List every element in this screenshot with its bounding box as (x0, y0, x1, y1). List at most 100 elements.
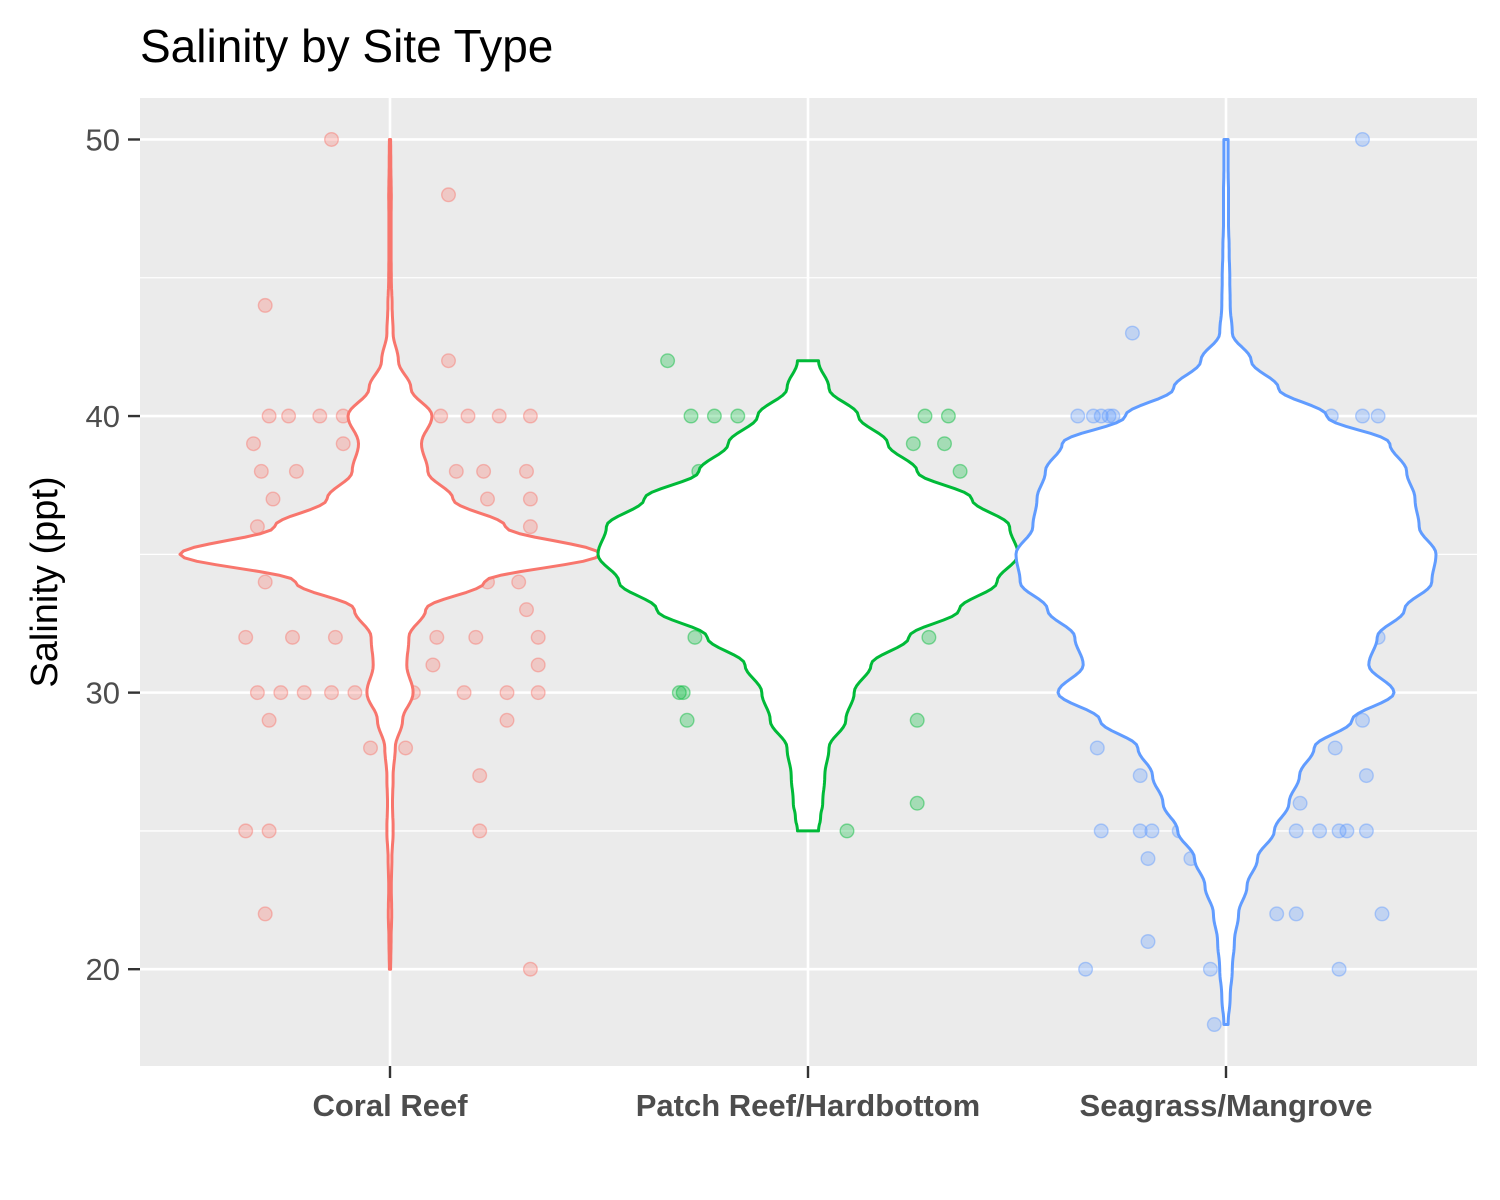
data-point (522, 961, 538, 977)
data-point (312, 408, 328, 424)
data-point (1202, 961, 1218, 977)
data-point (257, 574, 273, 590)
data-point (1339, 823, 1355, 839)
data-point (261, 823, 277, 839)
data-point (324, 131, 340, 147)
data-point (1132, 823, 1148, 839)
data-point (1331, 961, 1347, 977)
data-point (730, 408, 746, 424)
data-point (1288, 823, 1304, 839)
data-point (476, 463, 492, 479)
data-point (1354, 712, 1370, 728)
data-point (261, 408, 277, 424)
data-point (1132, 768, 1148, 784)
x-tick-label: Coral Reef (312, 1088, 468, 1123)
y-tick-label: 40 (86, 399, 120, 434)
x-tick-label: Seagrass/Mangrove (1080, 1088, 1373, 1123)
data-point (448, 463, 464, 479)
data-point (249, 519, 265, 535)
x-tick-label: Patch Reef/Hardbottom (636, 1088, 980, 1123)
violins (178, 138, 1438, 1026)
data-point (1354, 131, 1370, 147)
data-point (937, 436, 953, 452)
data-point (261, 712, 277, 728)
data-point (441, 353, 457, 369)
data-point (519, 602, 535, 618)
data-point (499, 712, 515, 728)
data-point (257, 297, 273, 313)
data-point (660, 353, 676, 369)
data-point (1327, 740, 1343, 756)
data-point (706, 408, 722, 424)
violin-1 (596, 359, 1020, 833)
data-point (249, 685, 265, 701)
data-point (675, 685, 691, 701)
data-point (909, 712, 925, 728)
data-point (687, 629, 703, 645)
y-tick-label: 20 (86, 952, 120, 987)
data-point (671, 685, 687, 701)
data-point (1070, 408, 1086, 424)
data-point (917, 408, 933, 424)
data-point (530, 657, 546, 673)
axes: 20 30 40 50 Coral Reef Patch Reef/Hardbottom S… (86, 122, 1373, 1123)
data-point (1078, 961, 1094, 977)
chart-title: Salinity by Site Type (140, 20, 553, 72)
data-point (347, 685, 363, 701)
data-point (433, 408, 449, 424)
data-point (1093, 823, 1109, 839)
data-point (530, 629, 546, 645)
data-point (468, 629, 484, 645)
data-point (472, 823, 488, 839)
data-point (522, 408, 538, 424)
data-point (940, 408, 956, 424)
data-point (363, 740, 379, 756)
data-point (288, 463, 304, 479)
data-point (1358, 823, 1374, 839)
data-point (472, 768, 488, 784)
data-point (1085, 408, 1101, 424)
data-point (522, 491, 538, 507)
violin-0 (178, 138, 602, 971)
data-point (425, 657, 441, 673)
data-point (1140, 934, 1156, 950)
data-point (296, 685, 312, 701)
data-point (429, 629, 445, 645)
data-point (456, 685, 472, 701)
data-point (683, 408, 699, 424)
data-point (921, 629, 937, 645)
y-tick-label: 30 (86, 676, 120, 711)
data-point (1288, 906, 1304, 922)
data-point (253, 463, 269, 479)
data-point (1089, 740, 1105, 756)
data-point (1101, 408, 1117, 424)
y-tick-label: 50 (86, 122, 120, 157)
data-point (1206, 1017, 1222, 1033)
data-point (245, 436, 261, 452)
data-point (519, 463, 535, 479)
data-point (257, 906, 273, 922)
data-point (1354, 408, 1370, 424)
data-point (335, 436, 351, 452)
data-point (238, 823, 254, 839)
data-point (265, 491, 281, 507)
data-point (273, 685, 289, 701)
data-point (1140, 851, 1156, 867)
data-point (1370, 408, 1386, 424)
data-point (327, 629, 343, 645)
data-point (905, 436, 921, 452)
data-point (1269, 906, 1285, 922)
data-point (679, 712, 695, 728)
data-point (1144, 823, 1160, 839)
data-point (1124, 325, 1140, 341)
data-point (398, 740, 414, 756)
data-point (952, 463, 968, 479)
data-point (530, 685, 546, 701)
data-point (909, 795, 925, 811)
violin-2 (1014, 138, 1438, 1026)
data-point (441, 187, 457, 203)
data-point (1374, 906, 1390, 922)
data-point (1292, 795, 1308, 811)
data-point (1312, 823, 1328, 839)
